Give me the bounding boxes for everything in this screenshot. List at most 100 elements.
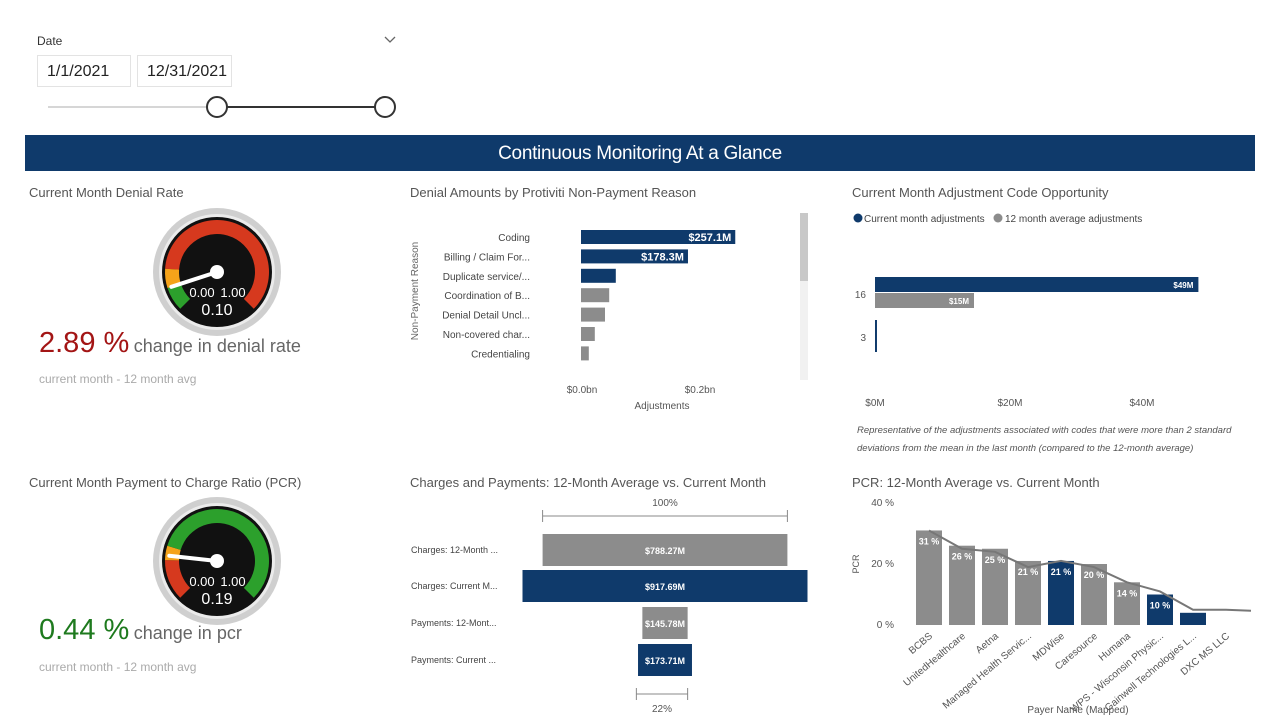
x-tick-label: $0M — [865, 398, 884, 409]
pcr-gauge: 0.00 1.00 0.19 — [153, 497, 281, 625]
bar — [642, 607, 688, 639]
bar — [581, 249, 688, 264]
bar — [982, 548, 1008, 625]
gauge-green-band — [167, 283, 191, 309]
category-label: Coordination of B... — [444, 291, 530, 302]
denial-change-pct: 2.89 % — [39, 327, 130, 359]
x-axis-label: Payer Name (Mapped) — [1027, 705, 1128, 716]
data-label: $15M — [949, 297, 969, 306]
data-label: 26 % — [952, 552, 973, 562]
category-label: Payments: 12-Mont... — [411, 618, 497, 628]
scrollbar-track[interactable] — [800, 213, 808, 380]
legend-marker-average — [993, 213, 1003, 223]
chevron-down-icon[interactable] — [383, 34, 397, 46]
date-filter-label: Date — [37, 34, 63, 48]
denial-subtext: current month - 12 month avg — [39, 372, 197, 386]
data-label: $173.71M — [645, 656, 685, 666]
denial-rate-gauge: 0.00 1.00 0.10 — [153, 208, 281, 336]
data-label: $257.1M — [688, 232, 731, 244]
data-label: 21 % — [1051, 567, 1072, 577]
gauge-red-band — [165, 560, 191, 598]
category-label: Denial Detail Uncl... — [442, 311, 530, 322]
bar — [581, 307, 605, 322]
charges-payments-title: Charges and Payments: 12-Month Average v… — [410, 475, 767, 490]
data-label: 31 % — [919, 536, 940, 546]
denial-gauge-title: Current Month Denial Rate — [29, 185, 184, 200]
category-label: Aetna — [974, 631, 1001, 657]
pcr-subtext: current month - 12 month avg — [39, 660, 197, 674]
funnel-bottom-label: 22% — [652, 704, 672, 715]
slider-track-inactive — [48, 106, 210, 108]
bar — [581, 346, 589, 361]
data-label: $49M — [1173, 281, 1193, 290]
bar — [1015, 560, 1041, 625]
gauge-min-label: 0.00 — [189, 574, 214, 589]
category-label: Payments: Current ... — [411, 655, 496, 665]
y-tick-label: 40 % — [871, 498, 894, 509]
data-label: $788.27M — [645, 546, 685, 556]
end-date-input[interactable]: 12/31/2021 — [137, 55, 232, 87]
bar — [1180, 612, 1206, 625]
category-label: Non-covered char... — [443, 330, 530, 341]
bar — [1147, 594, 1173, 625]
adjustment-opportunity-chart: Current month adjustments 12 month avera… — [853, 213, 1199, 409]
denial-change-row: 2.89 % change in denial rate — [39, 327, 301, 360]
legend-marker-current — [853, 213, 863, 223]
scrollbar-thumb[interactable] — [800, 213, 808, 281]
category-label: UnitedHealthcare — [902, 631, 969, 689]
pcr-change-text: change in pcr — [133, 623, 242, 643]
bar — [581, 268, 616, 283]
start-date-input[interactable]: 1/1/2021 — [37, 55, 131, 87]
gauge-needle — [167, 553, 219, 563]
bar — [581, 288, 610, 303]
data-label: 14 % — [1117, 588, 1138, 598]
bar — [916, 530, 942, 625]
bar — [581, 327, 595, 341]
x-tick-label: $40M — [1129, 398, 1154, 409]
bar — [949, 545, 975, 625]
data-label: $917.69M — [645, 582, 685, 592]
page-banner: Continuous Monitoring At a Glance — [25, 135, 1255, 171]
bar — [542, 534, 788, 566]
average-line — [928, 529, 1252, 612]
x-tick-label: $0.2bn — [685, 385, 716, 396]
data-label: $178.3M — [641, 251, 684, 263]
slider-start-handle[interactable] — [206, 96, 228, 118]
adjustment-opportunity-title: Current Month Adjustment Code Opportunit… — [852, 185, 1109, 200]
gauge-min-label: 0.00 — [189, 285, 214, 300]
data-label: 10 % — [1150, 601, 1171, 611]
gauge-value: 0.10 — [201, 302, 232, 319]
pcr-change-pct: 0.44 % — [39, 614, 130, 646]
category-label: Billing / Claim For... — [444, 252, 530, 263]
slider-track-active[interactable] — [226, 106, 378, 108]
category-label: Coding — [498, 233, 530, 244]
adjustment-footnote: Representative of the adjustments associ… — [857, 425, 1232, 454]
slider-end-handle[interactable] — [374, 96, 396, 118]
bar-current — [875, 277, 1199, 292]
x-tick-label: $20M — [997, 398, 1022, 409]
bar-current — [875, 320, 877, 352]
bar — [1048, 560, 1074, 625]
pcr-change-row: 0.44 % change in pcr — [39, 614, 242, 647]
x-axis-label: Adjustments — [634, 401, 689, 412]
bar — [522, 570, 808, 602]
category-label: Credentialing — [471, 349, 530, 360]
denial-change-text: change in denial rate — [133, 336, 301, 356]
charges-payments-chart: 100% Charges: 12-Month ... $788.27M Charges… — [411, 498, 808, 715]
legend-average: 12 month average adjustments — [1005, 214, 1142, 225]
gauge-max-label: 1.00 — [220, 285, 245, 300]
bar — [638, 644, 692, 676]
pcr-payer-title: PCR: 12-Month Average vs. Current Month — [852, 475, 1100, 490]
funnel-top-label: 100% — [652, 498, 678, 509]
data-label: 25 % — [985, 555, 1006, 565]
pcr-gauge-title: Current Month Payment to Charge Ratio (P… — [29, 475, 302, 490]
y-axis-label: Non-Payment Reason — [410, 242, 421, 340]
category-label: Charges: 12-Month ... — [411, 545, 498, 555]
y-axis-label: PCR — [851, 554, 861, 574]
data-label: $145.78M — [645, 619, 685, 629]
gauge-red-band — [165, 220, 269, 309]
pcr-payer-chart: PCR 40 % 20 % 0 % 31 % BCBS 26 % UnitedHeal… — [851, 498, 1252, 716]
category-label: 16 — [855, 290, 867, 301]
bar — [1114, 582, 1140, 625]
gauge-value: 0.19 — [201, 591, 232, 608]
